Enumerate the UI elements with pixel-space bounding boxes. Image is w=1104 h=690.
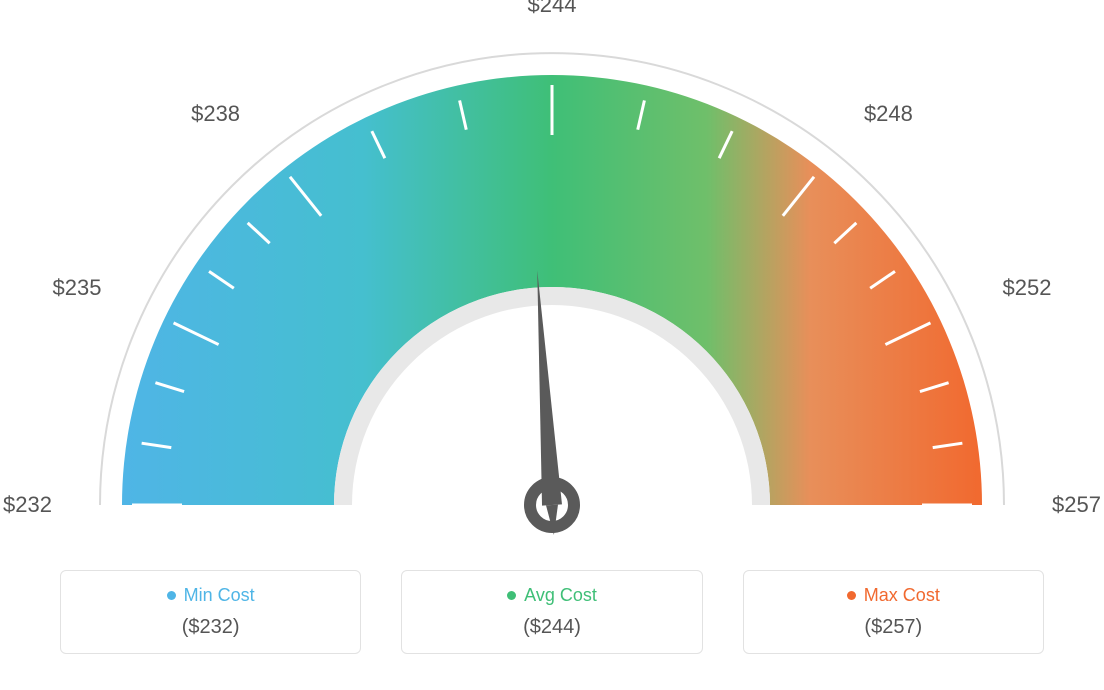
legend-value-min: ($232) [61, 616, 360, 639]
svg-text:$238: $238 [191, 101, 240, 126]
svg-text:$232: $232 [3, 492, 52, 517]
legend-title-min: Min Cost [167, 585, 255, 606]
legend-label-min: Min Cost [184, 585, 255, 606]
legend-dot-min [167, 591, 176, 600]
legend-card-max: Max Cost ($257) [743, 570, 1044, 654]
svg-text:$257: $257 [1052, 492, 1101, 517]
legend-row: Min Cost ($232) Avg Cost ($244) Max Cost… [0, 570, 1104, 654]
legend-card-avg: Avg Cost ($244) [401, 570, 702, 654]
legend-value-max: ($257) [744, 616, 1043, 639]
legend-label-avg: Avg Cost [524, 585, 597, 606]
legend-title-max: Max Cost [847, 585, 940, 606]
svg-text:$248: $248 [864, 101, 913, 126]
legend-label-max: Max Cost [864, 585, 940, 606]
legend-title-avg: Avg Cost [507, 585, 597, 606]
legend-card-min: Min Cost ($232) [60, 570, 361, 654]
gauge-svg: $232 $235 $238 $244 $248 $252 $257 [0, 0, 1104, 560]
legend-dot-avg [507, 591, 516, 600]
svg-text:$244: $244 [528, 0, 577, 17]
svg-text:$235: $235 [53, 275, 102, 300]
gauge-chart: $232 $235 $238 $244 $248 $252 $257 [0, 0, 1104, 560]
svg-text:$252: $252 [1003, 275, 1052, 300]
legend-value-avg: ($244) [402, 616, 701, 639]
legend-dot-max [847, 591, 856, 600]
